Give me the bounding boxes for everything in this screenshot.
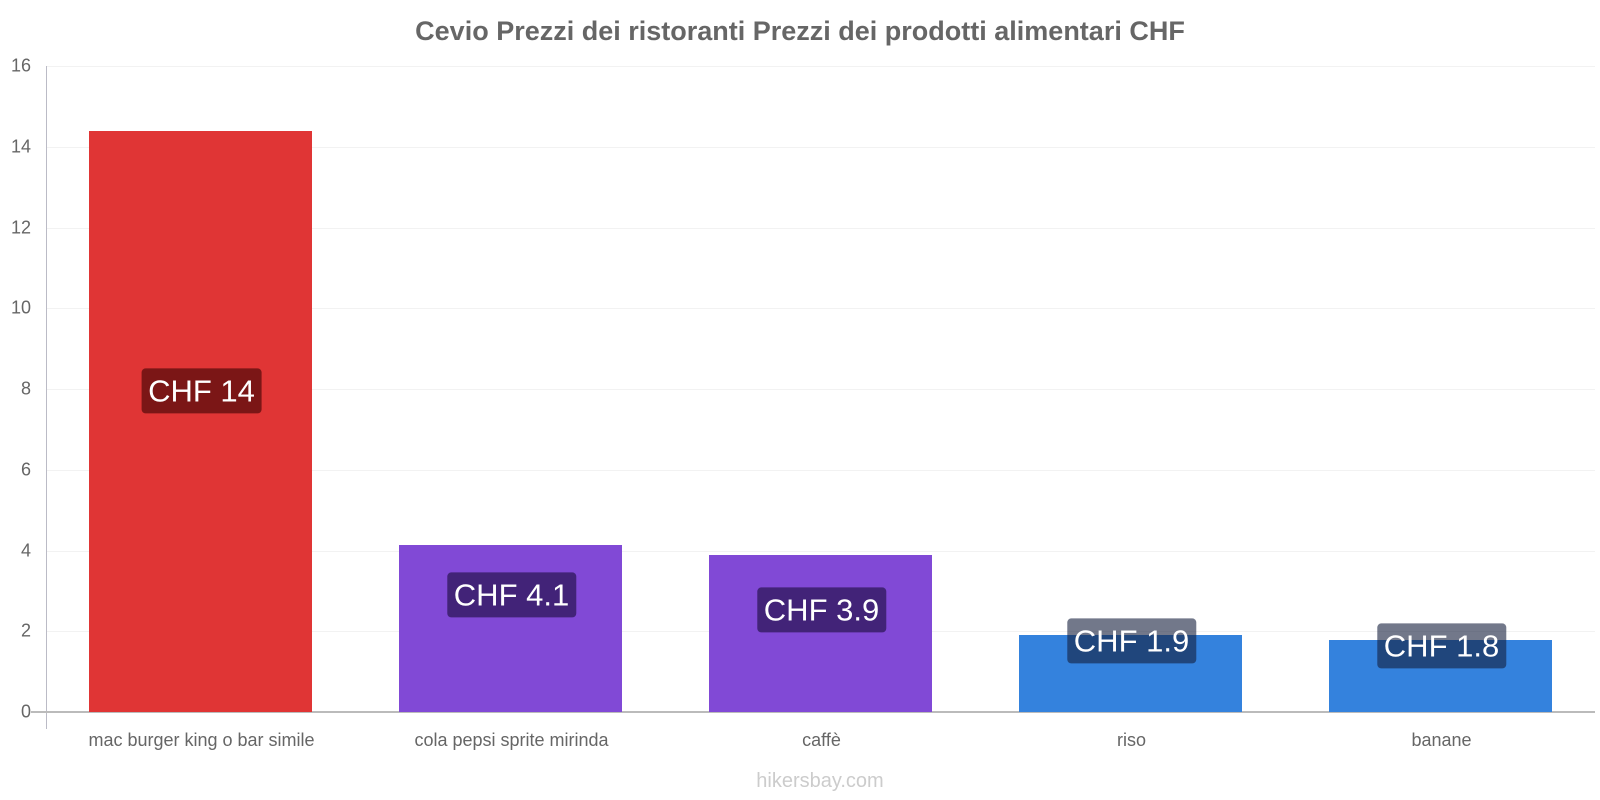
gridline [47, 146, 1595, 148]
bar[interactable] [399, 544, 622, 712]
x-tick-label: riso [1116, 730, 1147, 750]
gridline [47, 550, 1595, 552]
y-axis [46, 66, 47, 729]
x-axis [31, 711, 1595, 713]
gridline [47, 308, 1595, 310]
gridline [47, 469, 1595, 471]
y-tick-label: 8 [20, 378, 31, 399]
y-tick-label: 16 [10, 55, 31, 76]
x-tick-label: mac burger king o bar simile [88, 730, 315, 750]
x-tick-label: cola pepsi sprite mirinda [414, 730, 609, 750]
y-tick-label: 6 [20, 459, 31, 480]
gridline [47, 227, 1595, 229]
bar-value-label: CHF 1.8 [1376, 623, 1507, 669]
y-tick-label: 0 [20, 701, 31, 722]
bar[interactable] [709, 554, 932, 712]
gridline [47, 66, 1595, 67]
y-tick-label: 10 [10, 297, 31, 318]
y-tick-label: 4 [20, 540, 31, 560]
bar-value-label: CHF 14 [141, 368, 262, 414]
bar[interactable] [89, 130, 312, 712]
y-tick-label: 14 [10, 136, 31, 157]
bar-value-label: CHF 1.9 [1066, 618, 1197, 664]
bar-value-label: CHF 3.9 [756, 587, 887, 633]
y-tick-label: 12 [10, 217, 31, 237]
bar-value-label: CHF 4.1 [446, 572, 577, 618]
gridline [47, 389, 1595, 390]
x-tick-label: banane [1411, 730, 1472, 750]
x-tick-label: caffè [802, 730, 841, 750]
chart-title: Cevio Prezzi dei ristoranti Prezzi dei p… [415, 16, 1185, 46]
watermark: hikersbay.com [756, 770, 884, 792]
y-tick-label: 2 [20, 620, 31, 641]
